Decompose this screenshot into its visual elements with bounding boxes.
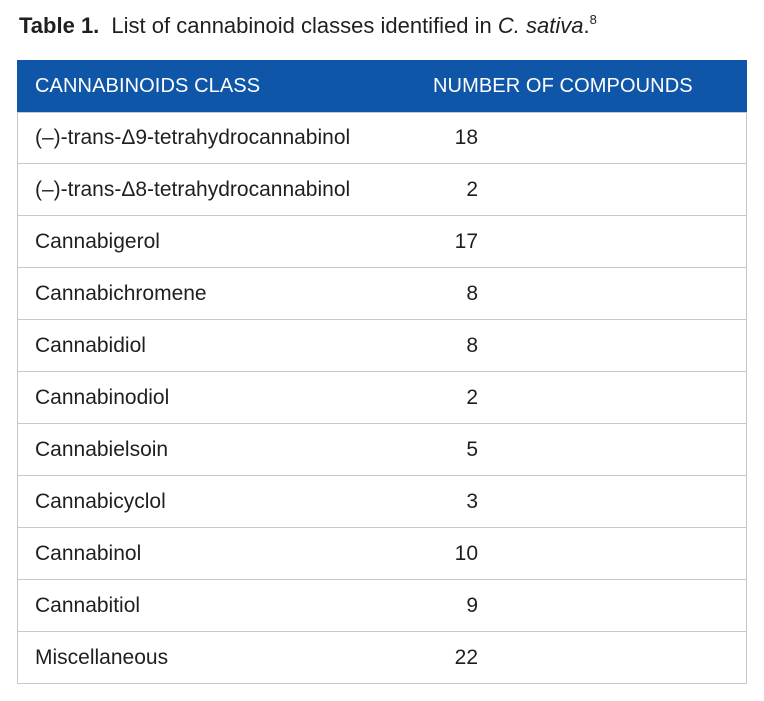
table-row: Cannabinol 10	[17, 527, 747, 580]
table-header: CANNABINOIDS CLASS NUMBER OF COMPOUNDS	[17, 60, 747, 112]
class-name-cell: Cannabigerol	[17, 215, 416, 268]
compound-count: 8	[466, 281, 478, 305]
table-caption: Table 1. List of cannabinoid classes ide…	[19, 12, 597, 40]
compound-count-cell: 10	[416, 527, 747, 580]
compound-count: 2	[466, 385, 478, 409]
cannabinoid-table-container: CANNABINOIDS CLASS NUMBER OF COMPOUNDS (…	[17, 60, 747, 684]
compound-count-cell: 18	[416, 112, 747, 164]
compound-count-cell: 5	[416, 423, 747, 476]
compound-count: 18	[454, 125, 478, 149]
compound-count-cell: 22	[416, 631, 747, 683]
table-row: Cannabitiol 9	[17, 579, 747, 632]
table-row: Miscellaneous 22	[17, 631, 747, 683]
class-name-cell: Cannabielsoin	[17, 423, 416, 476]
compound-count: 2	[466, 177, 478, 201]
class-name-cell: Cannabichromene	[17, 267, 416, 320]
table-caption-label: Table 1.	[19, 13, 100, 38]
table-header-row: CANNABINOIDS CLASS NUMBER OF COMPOUNDS	[17, 60, 747, 112]
compound-count: 5	[466, 437, 478, 461]
table-row: Cannabichromene 8	[17, 267, 747, 320]
table-row: Cannabielsoin 5	[17, 423, 747, 476]
compound-count: 3	[466, 489, 478, 513]
class-name-cell: (–)-trans-Δ8-tetrahydrocannabinol	[17, 163, 416, 216]
column-header-class: CANNABINOIDS CLASS	[17, 60, 416, 112]
class-name-cell: Cannabidiol	[17, 319, 416, 372]
table-row: Cannabigerol 17	[17, 215, 747, 268]
compound-count: 8	[466, 333, 478, 357]
table-row: Cannabicyclol 3	[17, 475, 747, 528]
compound-count-cell: 17	[416, 215, 747, 268]
compound-count-cell: 2	[416, 163, 747, 216]
table-caption-species: C. sativa	[497, 13, 584, 38]
table-caption-period: .	[583, 13, 590, 38]
table-row: (–)-trans-Δ8-tetrahydrocannabinol 2	[17, 163, 747, 216]
table-row: (–)-trans-Δ9-tetrahydrocannabinol 18	[17, 112, 747, 164]
table-caption-text: List of cannabinoid classes identified i…	[111, 13, 492, 38]
compound-count-cell: 2	[416, 371, 747, 424]
compound-count-cell: 9	[416, 579, 747, 632]
class-name-cell: Cannabicyclol	[17, 475, 416, 528]
compound-count: 10	[454, 541, 478, 565]
table-row: Cannabinodiol 2	[17, 371, 747, 424]
compound-count-cell: 8	[416, 267, 747, 320]
compound-count-cell: 3	[416, 475, 747, 528]
compound-count: 9	[466, 593, 478, 617]
compound-count-cell: 8	[416, 319, 747, 372]
compound-count: 22	[454, 645, 478, 669]
class-name-cell: Miscellaneous	[17, 631, 416, 683]
column-header-count: NUMBER OF COMPOUNDS	[416, 60, 747, 112]
cannabinoid-table: CANNABINOIDS CLASS NUMBER OF COMPOUNDS (…	[17, 60, 747, 683]
table-body: (–)-trans-Δ9-tetrahydrocannabinol 18 (–)…	[17, 112, 747, 683]
table-row: Cannabidiol 8	[17, 319, 747, 372]
class-name-cell: Cannabitiol	[17, 579, 416, 632]
compound-count: 17	[454, 229, 478, 253]
class-name-cell: (–)-trans-Δ9-tetrahydrocannabinol	[35, 125, 351, 149]
class-name-cell: Cannabinodiol	[17, 371, 416, 424]
table-caption-reference: 8	[589, 12, 597, 27]
class-name-cell: Cannabinol	[17, 527, 416, 580]
